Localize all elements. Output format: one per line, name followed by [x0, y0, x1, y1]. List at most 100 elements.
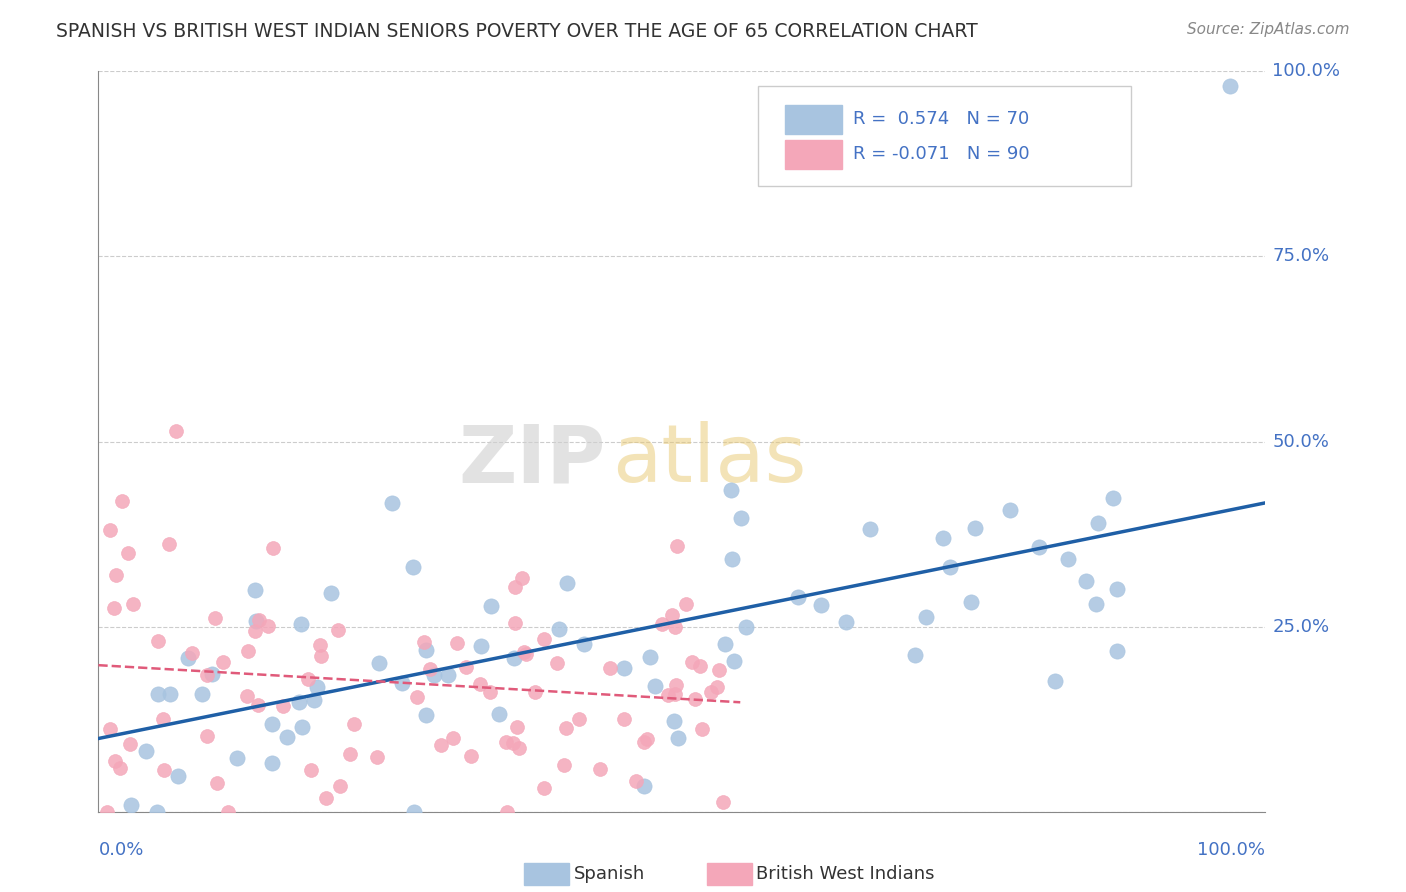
Point	[502, 736, 524, 750]
Point	[121, 797, 143, 812]
Point	[1107, 644, 1129, 658]
Point	[664, 620, 686, 634]
Point	[488, 706, 510, 721]
Point	[938, 560, 960, 574]
Point	[309, 638, 332, 652]
Point	[638, 650, 661, 665]
Point	[406, 690, 429, 704]
Point	[195, 668, 218, 682]
Point	[103, 601, 125, 615]
Point	[546, 656, 568, 670]
Point	[180, 646, 202, 660]
FancyBboxPatch shape	[785, 140, 842, 169]
Point	[721, 552, 744, 566]
Point	[859, 522, 882, 536]
Point	[533, 780, 555, 795]
Point	[460, 748, 482, 763]
Point	[707, 663, 730, 677]
Point	[437, 667, 460, 681]
Point	[599, 661, 621, 675]
Point	[720, 483, 742, 497]
Point	[700, 684, 723, 698]
Point	[262, 717, 284, 731]
Point	[441, 731, 464, 745]
Point	[706, 680, 728, 694]
Point	[633, 735, 655, 749]
Point	[401, 559, 423, 574]
Point	[624, 774, 647, 789]
Point	[165, 424, 187, 438]
Text: R =  0.574   N = 70: R = 0.574 N = 70	[853, 110, 1029, 128]
Point	[157, 537, 180, 551]
Text: 100.0%: 100.0%	[1272, 62, 1340, 80]
Text: ZIP: ZIP	[458, 421, 606, 499]
Point	[166, 769, 188, 783]
Point	[533, 632, 555, 647]
Point	[366, 750, 388, 764]
Point	[454, 660, 477, 674]
Point	[446, 636, 468, 650]
Point	[1219, 79, 1241, 94]
Point	[495, 735, 517, 749]
Point	[513, 645, 536, 659]
Point	[243, 583, 266, 598]
Point	[1084, 597, 1107, 611]
Point	[661, 608, 683, 623]
Point	[503, 580, 526, 594]
Point	[302, 693, 325, 707]
Point	[633, 779, 655, 793]
Point	[568, 712, 591, 726]
Point	[1087, 516, 1109, 530]
Point	[195, 729, 218, 743]
Point	[613, 712, 636, 726]
Point	[524, 685, 547, 699]
Point	[120, 738, 142, 752]
Point	[572, 637, 595, 651]
Point	[212, 656, 235, 670]
FancyBboxPatch shape	[758, 87, 1132, 186]
Point	[692, 723, 714, 737]
Point	[146, 634, 169, 648]
Point	[555, 576, 578, 591]
Point	[711, 795, 734, 809]
Point	[834, 615, 856, 629]
Point	[730, 510, 752, 524]
Point	[810, 598, 832, 612]
Point	[135, 743, 157, 757]
Point	[502, 650, 524, 665]
Point	[657, 688, 679, 702]
Point	[506, 720, 529, 734]
Point	[681, 655, 703, 669]
Point	[636, 731, 658, 746]
Point	[290, 616, 312, 631]
Text: 75.0%: 75.0%	[1272, 247, 1330, 266]
Point	[998, 503, 1021, 517]
Point	[553, 757, 575, 772]
Point	[963, 521, 986, 535]
FancyBboxPatch shape	[785, 104, 842, 134]
Point	[153, 764, 176, 778]
Point	[613, 661, 636, 675]
Point	[205, 776, 228, 790]
Point	[339, 747, 361, 761]
Point	[247, 698, 270, 712]
Point	[689, 658, 711, 673]
Point	[309, 649, 332, 664]
Point	[307, 681, 329, 695]
Point	[98, 722, 121, 736]
Point	[108, 761, 131, 775]
Point	[1056, 552, 1078, 566]
Point	[932, 531, 955, 545]
Point	[291, 720, 314, 734]
Point	[1074, 574, 1097, 588]
Point	[148, 687, 170, 701]
Point	[297, 672, 319, 686]
Text: 100.0%: 100.0%	[1198, 841, 1265, 859]
Point	[146, 805, 169, 819]
Point	[191, 687, 214, 701]
Point	[419, 663, 441, 677]
Point	[683, 692, 706, 706]
Point	[468, 677, 491, 691]
Point	[787, 590, 810, 604]
Text: atlas: atlas	[612, 421, 806, 499]
